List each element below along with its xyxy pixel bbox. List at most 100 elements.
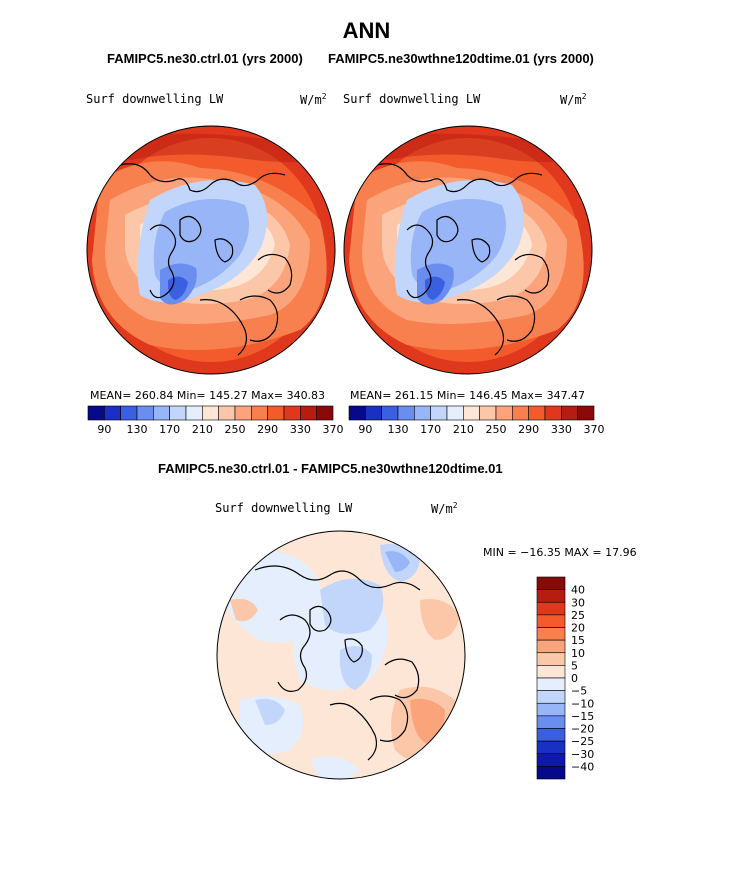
- colorbar-tick-label: 210: [192, 423, 213, 436]
- colorbar-tick-label: 330: [551, 423, 572, 436]
- colorbar-swatch: [536, 702, 566, 717]
- colorbar-swatch: [536, 740, 566, 755]
- colorbar-swatch: [544, 405, 562, 421]
- colorbar-tick-label: 130: [388, 423, 409, 436]
- colorbar-swatch: [536, 715, 566, 729]
- colorbar-swatch: [316, 405, 334, 421]
- diff-variable-label: Surf downwelling LW: [215, 501, 353, 515]
- colorbar-tick-label: 20: [571, 622, 585, 635]
- colorbar-swatch: [463, 405, 480, 421]
- colorbar-swatch: [218, 405, 236, 421]
- colorbar-swatch: [536, 639, 566, 654]
- colorbar-tick-label: −20: [571, 723, 594, 736]
- colorbar-swatch: [348, 405, 366, 421]
- colorbar-tick-label: −30: [571, 748, 594, 761]
- right-variable-label: Surf downwelling LW: [343, 92, 481, 106]
- colorbar-swatch: [536, 665, 566, 679]
- left-coastlines: [119, 163, 293, 356]
- colorbar-tick-label: 210: [453, 423, 474, 436]
- diff-case-title: FAMIPC5.ne30.ctrl.01 - FAMIPC5.ne30wthne…: [158, 461, 503, 476]
- colorbar-swatch: [577, 405, 595, 421]
- right-map: [344, 126, 592, 374]
- colorbar-tick-label: 25: [571, 609, 585, 622]
- colorbar-tick-label: 0: [571, 672, 578, 685]
- colorbar-tick-label: −10: [571, 697, 594, 710]
- colorbar-swatch: [536, 766, 566, 780]
- colorbar-tick-label: 40: [571, 584, 585, 597]
- right-units-label: W/m2: [560, 92, 587, 107]
- left-variable-label: Surf downwelling LW: [86, 92, 224, 106]
- colorbar-tick-label: 370: [584, 423, 605, 436]
- colorbar-swatch: [202, 405, 219, 421]
- colorbar-tick-label: 170: [159, 423, 180, 436]
- colorbar-tick-label: 250: [225, 423, 246, 436]
- colorbar-swatch: [446, 405, 464, 421]
- colorbar-tick-label: 130: [127, 423, 148, 436]
- right-case-title: FAMIPC5.ne30wthne120dtime.01 (yrs 2000): [328, 51, 594, 66]
- right-coastlines: [376, 163, 550, 356]
- diff-map: [217, 531, 465, 779]
- colorbar-tick-label: 170: [420, 423, 441, 436]
- colorbar-swatch: [536, 601, 566, 616]
- colorbar-swatch: [153, 405, 170, 421]
- colorbar-swatch: [251, 405, 268, 421]
- colorbar-swatch: [267, 405, 285, 421]
- colorbar-swatch: [536, 627, 566, 641]
- diff-stats: MIN = −16.35 MAX = 17.96: [483, 546, 637, 559]
- colorbar-swatch: [536, 614, 566, 628]
- left-units-label: W/m2: [300, 92, 327, 107]
- colorbar-swatch: [185, 405, 203, 421]
- colorbar-swatch: [234, 405, 252, 421]
- colorbar-swatch: [414, 405, 431, 421]
- left-map: [87, 126, 335, 374]
- colorbar-swatch: [512, 405, 529, 421]
- colorbar-tick-label: −5: [571, 685, 587, 698]
- colorbar-swatch: [87, 405, 105, 421]
- left-colorbar: 90 130 170 210 250 290 330 370: [87, 405, 344, 436]
- colorbar-swatch: [479, 405, 497, 421]
- colorbar-tick-label: 290: [257, 423, 278, 436]
- colorbar-tick-label: −25: [571, 735, 594, 748]
- colorbar-swatch: [536, 677, 566, 691]
- colorbar-tick-label: 330: [290, 423, 311, 436]
- colorbar-tick-label: 90: [358, 423, 372, 436]
- colorbar-swatch: [283, 405, 301, 421]
- colorbar-swatch: [536, 652, 566, 666]
- colorbar-swatch: [536, 589, 566, 603]
- colorbar-tick-label: 15: [571, 634, 585, 647]
- left-case-title: FAMIPC5.ne30.ctrl.01 (yrs 2000): [107, 51, 303, 66]
- colorbar-swatch: [120, 405, 138, 421]
- colorbar-tick-label: 250: [486, 423, 507, 436]
- colorbar-tick-label: −40: [571, 760, 594, 773]
- right-stats: MEAN= 261.15 Min= 146.45 Max= 347.47: [350, 389, 586, 402]
- colorbar-tick-label: 370: [323, 423, 344, 436]
- colorbar-swatch: [536, 576, 566, 590]
- colorbar-swatch: [300, 405, 317, 421]
- colorbar-tick-label: −15: [571, 710, 594, 723]
- colorbar-swatch: [430, 405, 448, 421]
- colorbar-tick-label: 90: [97, 423, 111, 436]
- colorbar-swatch: [136, 405, 154, 421]
- colorbar-swatch: [381, 405, 399, 421]
- colorbar-tick-label: 5: [571, 659, 578, 672]
- right-colorbar: 90 130 170 210 250 290 330 370: [348, 405, 605, 436]
- colorbar-tick-label: 10: [571, 647, 585, 660]
- diff-coastlines: [254, 565, 421, 761]
- diff-units-label: W/m2: [431, 501, 458, 516]
- colorbar-swatch: [397, 405, 415, 421]
- left-stats: MEAN= 260.84 Min= 145.27 Max= 340.83: [90, 389, 326, 402]
- colorbar-swatch: [536, 753, 566, 767]
- colorbar-swatch: [169, 405, 187, 421]
- colorbar-swatch: [536, 728, 566, 742]
- colorbar-swatch: [495, 405, 513, 421]
- colorbar-swatch: [561, 405, 578, 421]
- colorbar-swatch: [104, 405, 121, 421]
- colorbar-tick-label: 30: [571, 596, 585, 609]
- figure-title: ANN: [342, 18, 391, 43]
- colorbar-swatch: [528, 405, 546, 421]
- colorbar-swatch: [365, 405, 382, 421]
- colorbar-tick-label: 290: [518, 423, 539, 436]
- colorbar-swatch: [536, 690, 566, 704]
